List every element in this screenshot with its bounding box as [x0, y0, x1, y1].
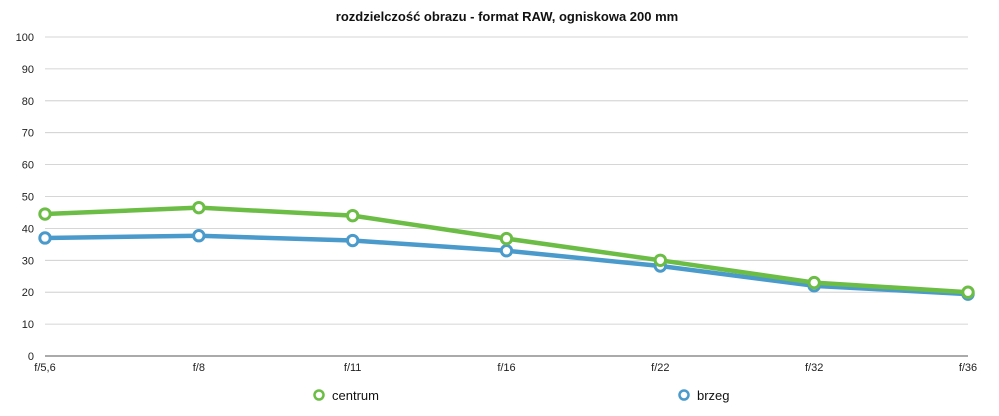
data-point	[38, 231, 52, 245]
legend-marker-icon	[678, 389, 690, 401]
legend-label: brzeg	[697, 388, 730, 403]
x-tick-label: f/8	[193, 362, 205, 374]
x-tick-label: f/11	[344, 362, 362, 374]
data-point	[807, 275, 821, 290]
x-tick-label: f/5,6	[34, 362, 55, 374]
data-point	[653, 253, 668, 267]
data-point	[499, 244, 514, 258]
grid-lines	[45, 36, 968, 357]
series-lines	[38, 200, 975, 301]
legend-label: centrum	[332, 388, 379, 403]
x-tick-label: f/36	[959, 362, 977, 374]
chart-title: rozdzielczość obrazu - format RAW, ognis…	[336, 9, 678, 24]
data-point	[499, 231, 514, 246]
legend-item: brzeg	[678, 388, 730, 403]
y-tick-label: 0	[28, 351, 34, 363]
data-point	[345, 208, 360, 223]
x-tick-label: f/16	[497, 362, 515, 374]
legend-item: centrum	[313, 388, 379, 403]
y-tick-label: 20	[22, 287, 34, 299]
x-tick-label: f/32	[805, 362, 823, 374]
y-tick-label: 90	[22, 64, 34, 76]
series-centrum	[38, 200, 975, 299]
axes: 0 10 20 30 40 50 60 70 80 90 100 f/5,6 f/8 f/11 f/16 f/…	[16, 32, 978, 374]
data-point	[961, 285, 975, 299]
legend-marker-icon	[313, 389, 325, 401]
y-tick-label: 100	[16, 32, 34, 44]
data-point	[192, 229, 206, 243]
x-tick-label: f/22	[651, 362, 669, 374]
data-point	[192, 200, 206, 215]
legend: centrum brzeg	[313, 388, 730, 403]
y-tick-label: 50	[22, 192, 34, 204]
y-tick-label: 30	[22, 255, 34, 267]
y-tick-label: 10	[22, 319, 34, 331]
y-tick-label: 80	[22, 96, 34, 108]
data-point	[345, 233, 360, 248]
y-tick-label: 40	[22, 223, 34, 235]
y-tick-label: 70	[22, 128, 34, 140]
y-tick-label: 60	[22, 160, 34, 172]
data-point	[38, 207, 52, 221]
